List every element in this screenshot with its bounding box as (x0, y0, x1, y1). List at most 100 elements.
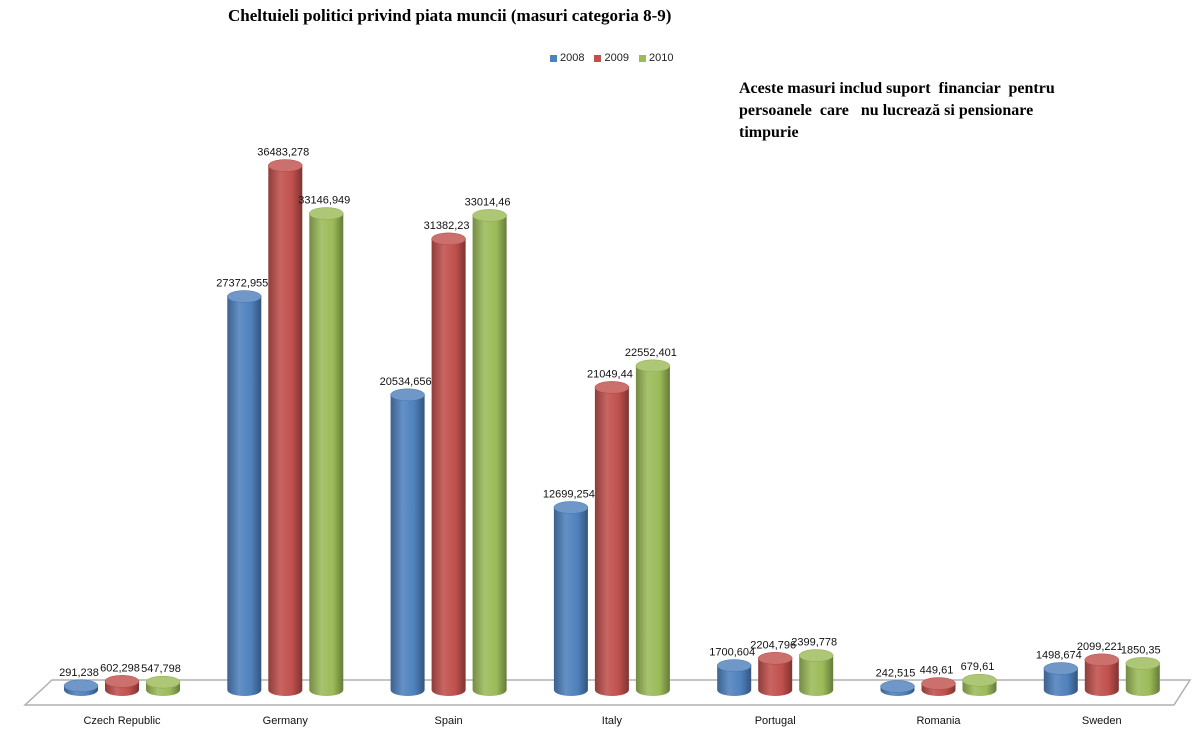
annotation-line: timpurie (739, 124, 799, 141)
value-label: 679,61 (961, 661, 995, 673)
category-label: Germany (263, 715, 309, 727)
bar-spain-2009 (431, 232, 466, 697)
bar-czech-republic-2009 (104, 675, 140, 696)
bar-body (431, 238, 466, 697)
legend-label-2008: 2008 (560, 52, 585, 64)
value-label: 2204,796 (750, 639, 796, 651)
bar-top (268, 159, 303, 172)
value-label: 2399,778 (791, 637, 837, 649)
annotation-line: Aceste masuri includ suport financiar pe… (739, 80, 1055, 97)
bars-group (63, 159, 1161, 697)
bar-romania-2010 (962, 673, 997, 696)
value-label: 449,61 (920, 665, 954, 677)
value-label: 602,298 (100, 662, 140, 674)
value-label: 1850,35 (1121, 644, 1161, 656)
legend-swatch-2009 (594, 54, 602, 62)
bar-top (63, 679, 99, 693)
value-label: 1700,604 (709, 647, 755, 659)
category-label: Italy (602, 715, 623, 727)
value-label: 2099,221 (1077, 641, 1123, 653)
bar-body (635, 365, 670, 696)
bar-czech-republic-2010 (145, 675, 181, 696)
bar-body (594, 387, 629, 696)
bar-spain-2010 (472, 209, 507, 696)
bar-body (717, 665, 752, 696)
value-label: 31382,23 (424, 220, 470, 232)
bar-top (1084, 653, 1120, 667)
legend-item-2010: 2010 (638, 52, 674, 64)
value-label: 20534,656 (380, 376, 432, 388)
bar-body (227, 296, 262, 696)
bar-body (1043, 668, 1078, 696)
legend-swatch-2008 (550, 54, 557, 62)
legend-item-2008: 2008 (550, 52, 584, 64)
value-label: 12699,254 (543, 488, 595, 500)
category-labels-group: Czech Republic Germany Spain Italy Portugal R… (83, 715, 1121, 727)
bar-italy-2009 (594, 381, 630, 696)
bar-top (635, 359, 671, 373)
category-label: Sweden (1082, 715, 1122, 727)
legend-label-2010: 2010 (648, 52, 674, 64)
bar-top (594, 381, 630, 394)
value-label: 33014,46 (465, 196, 511, 208)
bar-romania-2008 (880, 680, 915, 696)
bar-portugal-2010 (798, 649, 834, 696)
bar-portugal-2009 (757, 652, 793, 696)
category-label: Portugal (755, 715, 796, 727)
value-label: 27372,955 (216, 278, 268, 290)
legend-item-2009: 2009 (594, 52, 629, 64)
bar-sweden-2010 (1125, 657, 1161, 696)
bar-body (390, 394, 425, 696)
category-label: Czech Republic (83, 715, 161, 727)
bar-germany-2008 (227, 290, 262, 696)
bar-czech-republic-2008 (63, 679, 99, 696)
annotation-line: persoanele care nu lucrează si pensionar… (739, 102, 1034, 119)
bar-germany-2009 (268, 159, 303, 697)
legend-swatch-2010 (638, 54, 646, 62)
bar-top (1043, 662, 1079, 675)
bar-spain-2008 (390, 388, 425, 696)
bar-portugal-2008 (716, 659, 752, 696)
bar-top (921, 677, 956, 690)
value-label: 242,515 (876, 668, 916, 680)
bar-top (880, 680, 915, 693)
bar-top (104, 675, 140, 688)
bar-top (472, 209, 507, 222)
bar-body (1084, 659, 1119, 696)
bar-top (145, 675, 181, 689)
bar-top (431, 232, 466, 246)
legend: 2008 2009 2010 (550, 52, 673, 64)
bar-italy-2008 (553, 501, 589, 696)
bar-germany-2010 (309, 207, 344, 696)
value-label: 291,238 (59, 667, 99, 679)
chart-title: Cheltuieli politici privind piata muncii… (228, 6, 672, 25)
bar-romania-2009 (921, 677, 956, 696)
bar-top (1125, 657, 1161, 670)
bar-top (227, 290, 262, 303)
value-label: 21049,44 (587, 368, 633, 380)
bar-sweden-2008 (1043, 662, 1079, 696)
bar-top (553, 501, 589, 514)
category-label: Spain (435, 715, 463, 727)
legend-label-2009: 2009 (604, 52, 629, 64)
bar-body (758, 658, 793, 696)
bar-top (716, 659, 752, 672)
bar-body (553, 507, 588, 696)
value-label: 36483,278 (257, 147, 309, 159)
bar-top (390, 388, 425, 402)
bar-top (798, 649, 834, 662)
bar-sweden-2009 (1084, 653, 1120, 696)
bar-body (1125, 663, 1160, 696)
bar-italy-2010 (635, 359, 671, 696)
bar-top (962, 673, 997, 687)
category-label: Romania (916, 715, 961, 727)
value-label: 22552,401 (625, 347, 677, 359)
value-label: 1498,674 (1036, 649, 1082, 661)
value-labels-group: 291,238 602,298 547,798 27372,955 36483,278 3… (59, 147, 1161, 680)
bar-body (268, 165, 303, 697)
bar-top (757, 652, 793, 665)
value-label: 33146,949 (298, 195, 350, 207)
bar-body (799, 655, 834, 696)
bar-body (472, 215, 507, 696)
